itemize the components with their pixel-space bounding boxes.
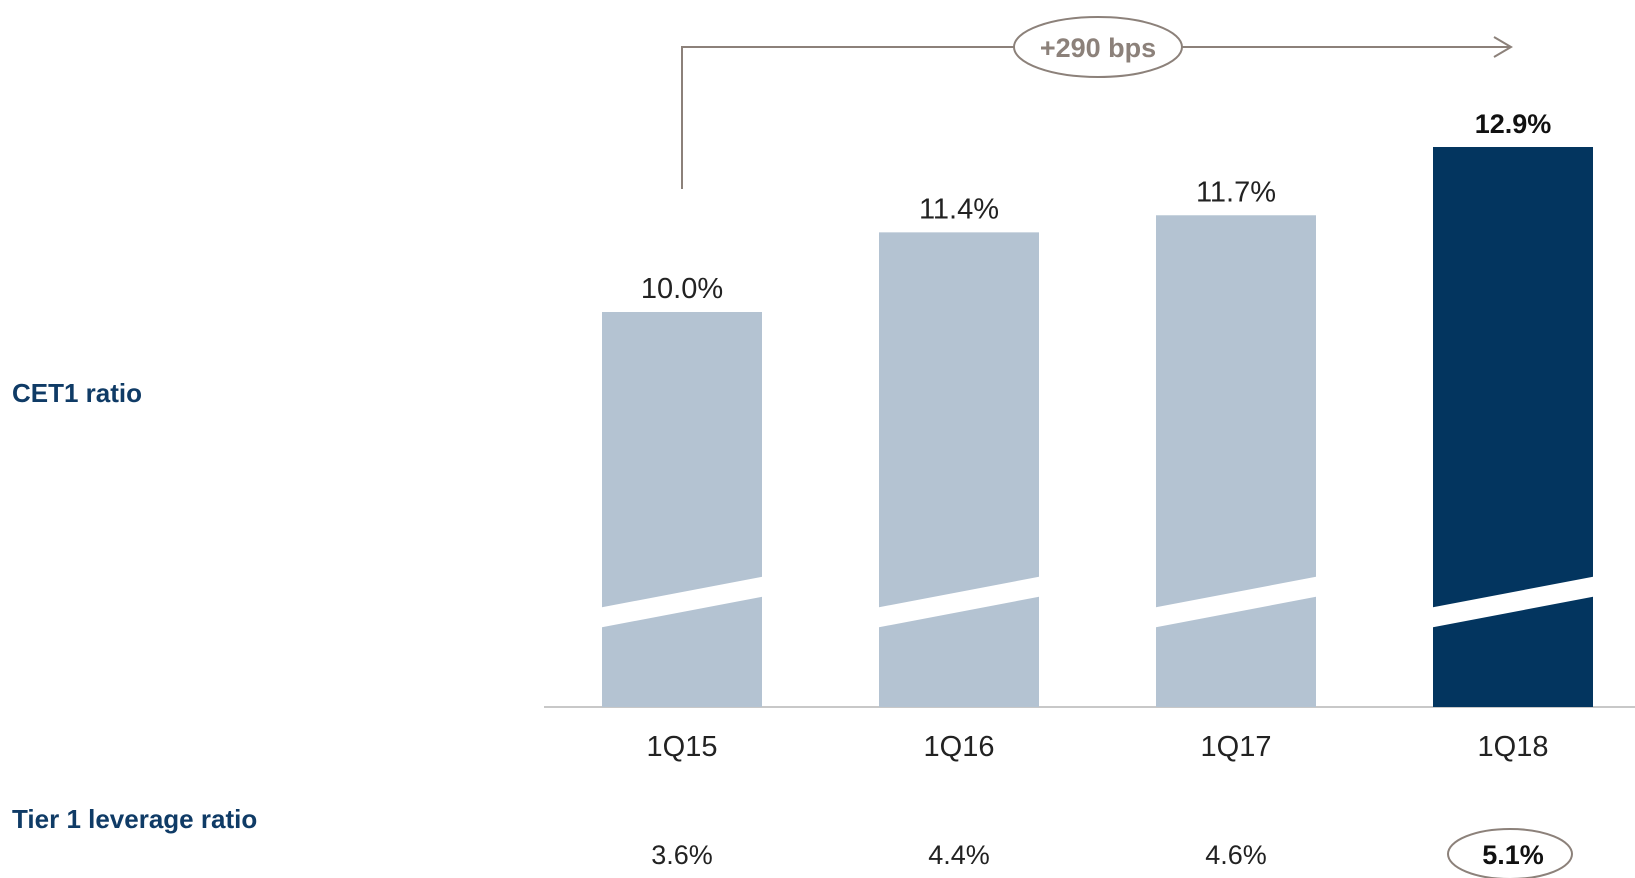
tier1-value-1q18: 5.1% <box>1482 840 1544 870</box>
tier1-value-1q16: 4.4% <box>928 840 990 870</box>
axis-break-mark <box>598 576 766 628</box>
category-label-1q18: 1Q18 <box>1478 731 1549 763</box>
tier1-highlight-oval <box>1447 828 1573 878</box>
arrow-head-icon <box>1493 36 1513 58</box>
axis-break-mark <box>875 576 1043 628</box>
value-label-1q18: 12.9% <box>1475 109 1552 139</box>
category-label-1q16: 1Q16 <box>924 731 995 763</box>
tier1-value-1q17: 4.6% <box>1205 840 1267 870</box>
change-oval <box>1013 16 1183 78</box>
cet1-ratio-label: CET1 ratio <box>12 378 143 408</box>
tier1-value-1q15: 3.6% <box>651 840 713 870</box>
value-label-1q15: 10.0% <box>641 273 723 305</box>
value-label-1q16: 11.4% <box>919 193 999 225</box>
axis-break-mark <box>1152 576 1320 628</box>
change-connector-line <box>681 46 1511 189</box>
bar-1q15 <box>602 312 762 707</box>
change-label: +290 bps <box>1040 33 1156 63</box>
category-label-1q15: 1Q15 <box>647 731 718 763</box>
bar-1q17 <box>1156 215 1316 707</box>
axis-break-mark <box>1429 576 1597 628</box>
value-label-1q17: 11.7% <box>1196 176 1276 208</box>
category-label-1q17: 1Q17 <box>1201 731 1272 763</box>
bar-1q16 <box>879 232 1039 707</box>
tier1-leverage-label: Tier 1 leverage ratio <box>12 804 258 834</box>
bar-1q18 <box>1433 147 1593 707</box>
